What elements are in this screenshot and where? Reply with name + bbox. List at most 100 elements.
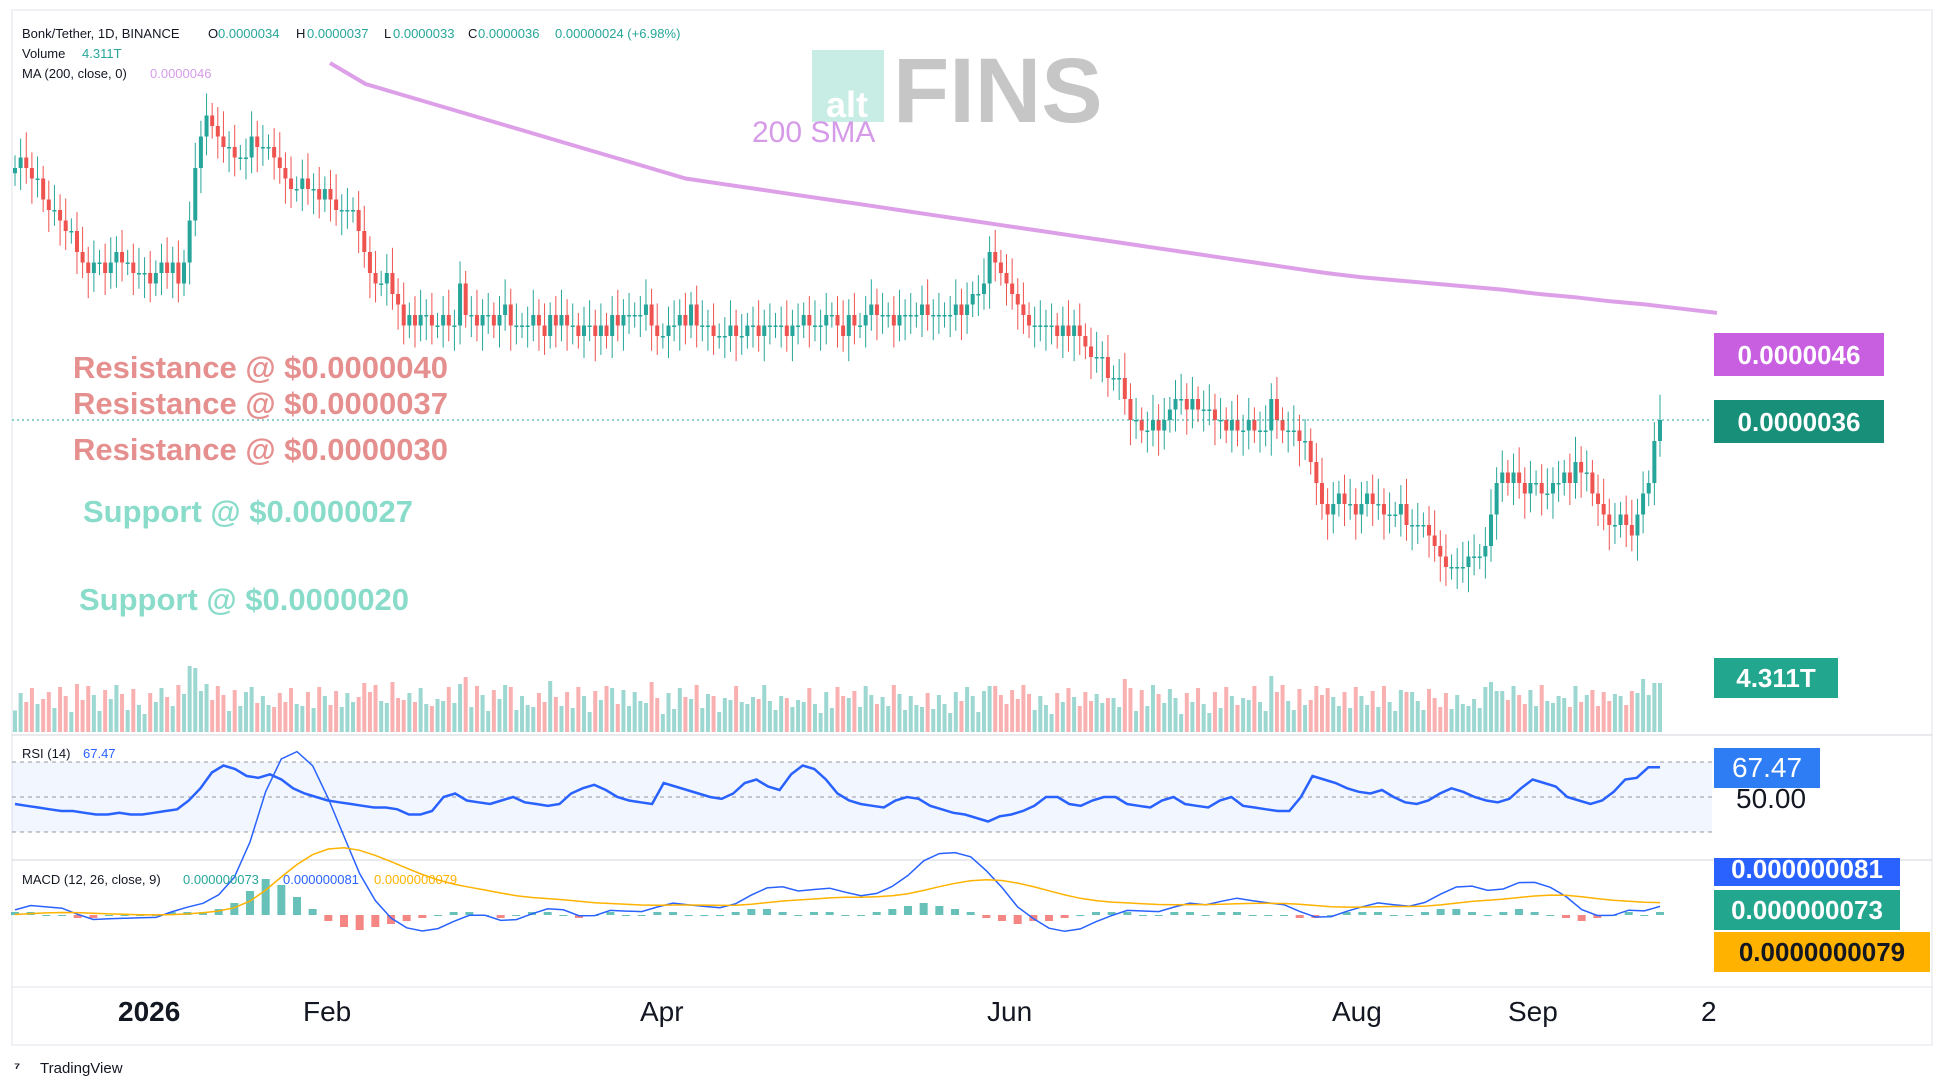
tradingview-brand[interactable]: ⁷ TradingView	[14, 1060, 123, 1077]
volume-bar	[666, 693, 671, 732]
volume-bar	[581, 696, 586, 732]
candle-body	[1353, 504, 1358, 515]
volume-bar	[198, 691, 203, 732]
volume-bar	[1432, 698, 1437, 732]
volume-bar	[24, 702, 29, 732]
candle-body	[272, 147, 277, 158]
volume-bar	[469, 707, 474, 732]
candle-body	[750, 325, 755, 327]
volume-bar	[1235, 705, 1240, 732]
volume-bar	[503, 685, 508, 732]
candle-body	[131, 262, 136, 273]
macd-hist-bar	[1154, 915, 1163, 916]
macd-hist-bar	[684, 915, 693, 916]
volume-bar	[970, 696, 975, 732]
volume-bar	[1652, 683, 1657, 732]
candle-body	[227, 147, 232, 149]
candle-body	[593, 325, 598, 336]
macd-hist-bar	[246, 891, 254, 915]
candle-body	[700, 325, 705, 327]
macd-hist-bar	[1421, 912, 1429, 915]
candle-body	[745, 325, 750, 336]
candle-body	[762, 325, 767, 336]
macd-line-value: 0.000000081	[283, 872, 359, 887]
candle-body	[784, 325, 789, 336]
macd-hist-bar	[716, 915, 724, 916]
volume-bar	[249, 687, 254, 732]
candle-body	[824, 315, 829, 326]
candle-body	[1629, 525, 1634, 536]
volume-bar	[401, 700, 406, 732]
candle-body	[193, 168, 198, 221]
macd-signal-value: 0.0000000079	[374, 872, 457, 887]
volume-bar	[474, 686, 479, 732]
volume-bar	[880, 697, 885, 732]
volume-bar	[1455, 695, 1460, 732]
volume-bar	[1134, 711, 1139, 732]
close-label: C	[468, 26, 477, 41]
volume-bar	[1550, 703, 1555, 732]
ma-value: 0.0000046	[150, 66, 211, 81]
macd-hist-bar	[935, 906, 944, 915]
macd-hist-bar	[89, 915, 98, 918]
volume-bar	[1438, 707, 1443, 732]
volume-bar	[187, 666, 192, 732]
candle-body	[1612, 525, 1617, 527]
volume-bar	[553, 697, 558, 732]
volume-bar	[1635, 693, 1640, 732]
candle-body	[1184, 399, 1189, 410]
volume-bar	[1015, 699, 1020, 732]
x-tick-sep: Sep	[1508, 996, 1558, 1027]
resistance-label-3: Resistance @ $0.0000030	[73, 432, 448, 467]
volume-bar	[1359, 696, 1364, 732]
candle-body	[1601, 504, 1606, 515]
candle-body	[1635, 514, 1640, 536]
candle-body	[1460, 567, 1465, 569]
volume-bar	[790, 707, 795, 732]
candle-body	[215, 126, 220, 137]
volume-bar	[74, 684, 79, 732]
volume-bar	[1094, 694, 1099, 732]
candle-body	[936, 315, 941, 317]
volume-bar	[750, 697, 755, 732]
candle-body	[1336, 493, 1341, 504]
volume-bar	[480, 695, 485, 732]
volume-bar	[1212, 692, 1217, 732]
macd-hist-bar	[120, 915, 129, 916]
volume-bar	[593, 691, 598, 732]
volume-bar	[97, 711, 102, 732]
candle-body	[542, 325, 547, 336]
candle-body	[536, 315, 541, 326]
volume-bar	[570, 708, 575, 732]
volume-bar	[255, 703, 260, 732]
candle-body	[176, 262, 181, 284]
candle-body	[1596, 493, 1601, 504]
candle-body	[58, 210, 63, 221]
volume-bar	[536, 693, 541, 732]
volume-bar	[272, 707, 277, 732]
watermark-alt: alt	[826, 84, 868, 125]
volume-bar	[565, 692, 570, 732]
volume-bar	[762, 685, 767, 732]
macd-hist-bar	[825, 912, 834, 915]
candle-body	[108, 262, 113, 273]
candle-body	[1584, 472, 1589, 474]
volume-bar	[1145, 706, 1150, 732]
volume-bar	[1117, 707, 1122, 732]
candle-body	[666, 325, 671, 336]
volume-bar	[435, 699, 440, 732]
candle-body	[998, 262, 1003, 273]
candle-body	[807, 315, 812, 326]
candle-body	[13, 168, 17, 174]
macd-signal-tag	[1714, 932, 1930, 972]
volume-bar	[1387, 702, 1392, 732]
candle-body	[1280, 420, 1285, 431]
volume-bar	[959, 701, 964, 732]
macd-line	[14, 750, 1661, 933]
candle-body	[198, 136, 203, 168]
volume-bar	[52, 708, 57, 732]
volume-bar	[1629, 691, 1634, 732]
volume-bar	[1077, 706, 1082, 732]
candle-body	[1590, 472, 1595, 494]
